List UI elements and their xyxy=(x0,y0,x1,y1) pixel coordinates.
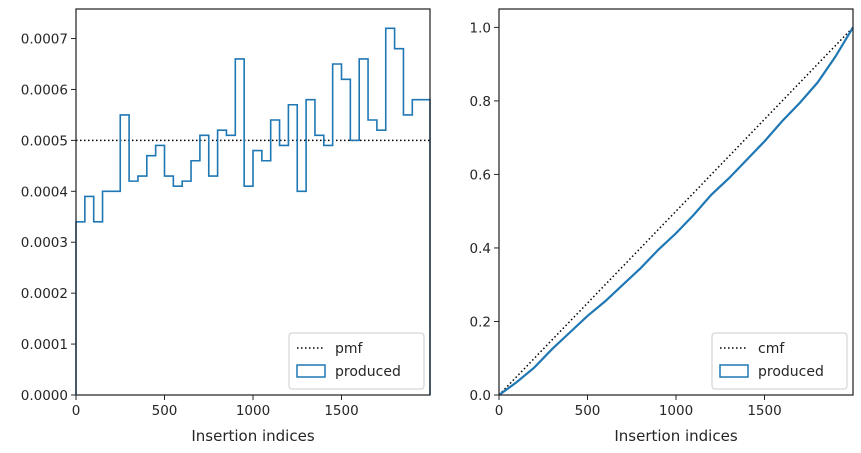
legend: pmf produced xyxy=(288,332,425,390)
data-line-produced xyxy=(75,27,431,395)
legend-swatch-produced xyxy=(719,364,749,378)
x-axis-label: Insertion indices xyxy=(614,427,737,445)
legend-label-produced: produced xyxy=(758,364,824,380)
x-tick-label: 0 xyxy=(72,403,81,419)
axes-frame xyxy=(498,8,854,396)
y-tick-label: 1.0 xyxy=(470,20,491,36)
legend-label-produced: produced xyxy=(335,364,401,380)
y-tick-label: 0.0006 xyxy=(21,82,68,98)
x-tick-label: 1500 xyxy=(747,403,781,419)
legend-label-pmf: pmf xyxy=(335,341,364,357)
legend-swatch-produced xyxy=(296,364,326,378)
data-line-produced xyxy=(498,26,854,396)
y-tick-label: 0.4 xyxy=(470,241,491,257)
axes-frame xyxy=(75,8,431,396)
x-tick-label: 0 xyxy=(495,403,504,419)
x-tick-label: 500 xyxy=(152,403,178,419)
cmf-cumulative-panel: 0 500 1000 1500 0.0 0.2 0.4 0.6 0.8 1.0 Insertion … xyxy=(470,8,854,445)
y-tick-label: 0.0001 xyxy=(21,337,68,353)
y-tick-label: 0.0007 xyxy=(21,32,68,48)
x-tick-label: 500 xyxy=(575,403,601,419)
y-tick-label: 0.2 xyxy=(470,314,491,330)
legend-label-cmf: cmf xyxy=(758,341,785,357)
x-tick-label: 1000 xyxy=(659,403,693,419)
y-tick-label: 0.6 xyxy=(470,167,491,183)
pmf-histogram-panel: 0 500 1000 1500 0.0000 0.0001 0.0002 0.0003 0.00… xyxy=(21,8,431,445)
legend-box xyxy=(288,332,425,390)
reference-line-cmf xyxy=(498,26,854,396)
y-tick-label: 0.0004 xyxy=(21,184,68,200)
x-tick-label: 1500 xyxy=(324,403,358,419)
y-tick-label: 0.0000 xyxy=(21,388,68,404)
y-tick-label: 0.8 xyxy=(470,94,491,110)
legend: cmf produced xyxy=(711,332,848,390)
y-tick-label: 0.0005 xyxy=(21,133,68,149)
x-tick-label: 1000 xyxy=(236,403,270,419)
y-tick-label: 0.0 xyxy=(470,388,491,404)
x-axis-label: Insertion indices xyxy=(191,427,314,445)
y-tick-label: 0.0002 xyxy=(21,286,68,302)
legend-box xyxy=(711,332,848,390)
y-tick-label: 0.0003 xyxy=(21,235,68,251)
